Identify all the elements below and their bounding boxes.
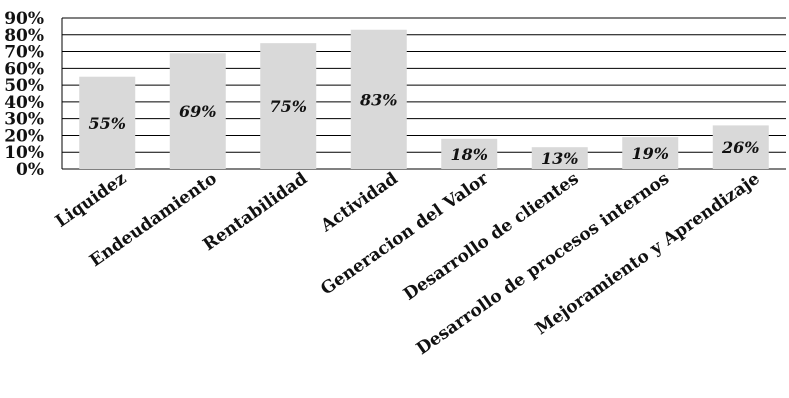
y-axis-tick-labels: 0%10%20%30%40%50%60%70%80%90%: [4, 9, 44, 180]
category-label: Liquidez: [52, 169, 130, 232]
bar: [350, 29, 407, 169]
y-tick-label: 50%: [4, 76, 44, 96]
category-label: Actividad: [316, 169, 401, 237]
data-label: 13%: [541, 149, 578, 168]
bars: [79, 29, 769, 169]
y-tick-label: 10%: [4, 143, 44, 163]
data-label: 69%: [179, 102, 216, 121]
bar: [622, 137, 679, 169]
bar: [531, 147, 588, 169]
y-tick-label: 80%: [4, 26, 44, 46]
y-tick-label: 20%: [4, 126, 44, 146]
y-tick-label: 40%: [4, 93, 44, 113]
y-tick-label: 90%: [4, 9, 44, 29]
y-tick-label: 0%: [16, 160, 44, 180]
bar: [712, 125, 769, 169]
category-label: Desarrollo de clientes: [400, 169, 583, 305]
category-label: Generacion del Valor: [317, 168, 493, 299]
data-label: 19%: [632, 144, 669, 163]
data-labels: 55% 69% 75% 83% 18% 13% 19% 26%: [89, 90, 760, 168]
data-label: 75%: [270, 97, 307, 116]
bar: [79, 76, 136, 169]
y-tick-label: 70%: [4, 43, 44, 63]
bar: [441, 138, 498, 169]
data-label: 26%: [721, 138, 759, 157]
bar: [169, 53, 226, 169]
y-tick-label: 30%: [4, 110, 44, 130]
data-label: 18%: [451, 145, 488, 164]
y-tick-label: 60%: [4, 59, 44, 79]
data-label: 55%: [89, 114, 126, 133]
bar: [260, 43, 317, 169]
data-label: 83%: [359, 90, 397, 109]
